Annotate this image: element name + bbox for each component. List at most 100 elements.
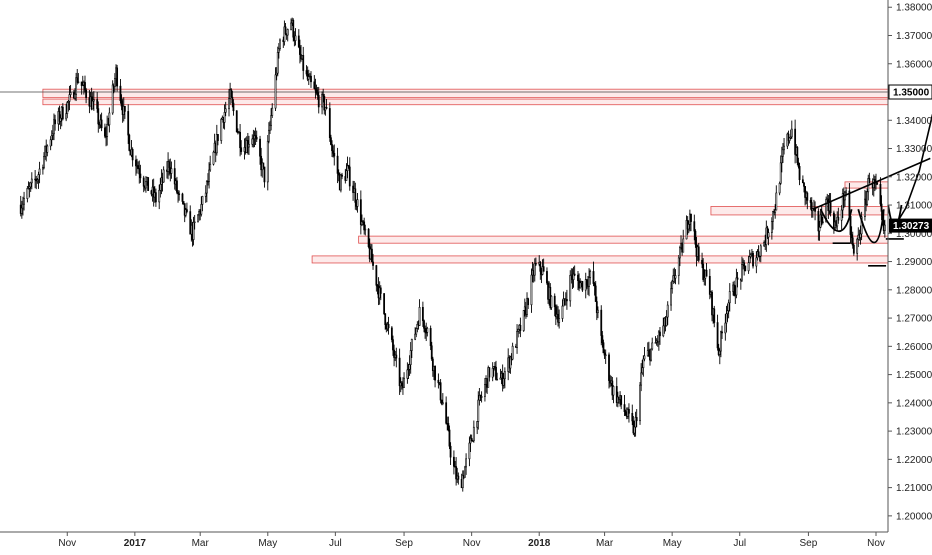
candle [477,391,480,430]
candle-body [406,369,409,379]
candle [159,178,162,198]
candle-body [682,238,685,253]
candle-body [131,149,134,161]
candle [372,253,374,270]
candle-body [825,198,828,223]
candle-body [217,134,219,141]
candle-body [41,167,44,170]
candle-body [845,190,847,194]
candle [116,64,119,92]
candle [554,304,557,326]
candle-body [347,165,350,168]
current-price-badge [889,218,932,233]
candle [108,107,111,133]
candle [49,136,52,151]
candle-body [542,266,545,272]
candle [441,393,444,406]
candle-body [314,88,317,91]
candle-body [108,112,111,126]
candle [772,210,774,230]
candle [526,292,528,318]
candle [677,255,680,285]
candle [425,322,428,342]
candle [491,362,494,382]
x-tick-label: Mar [596,538,614,549]
level-price-badge [888,84,932,100]
candle-body [416,324,419,329]
candle [743,260,746,276]
candle [803,182,805,193]
candle-body [448,429,451,447]
candle-body [703,277,706,280]
candle [400,381,403,390]
candle [305,65,308,77]
zone-rect [311,255,889,264]
candle [841,188,844,219]
candle [449,442,452,465]
candle-body [302,55,305,71]
candle-body [519,324,522,331]
candle [578,273,580,292]
candle [501,364,504,392]
candle [770,217,773,240]
candle [470,434,473,442]
candle [259,135,261,165]
candle-body [868,178,871,184]
candle [733,280,736,297]
candle [254,127,257,145]
candle-body [58,111,61,122]
x-tick-label: Nov [867,538,885,549]
candle [38,161,41,184]
candle-body [145,181,147,189]
candle [593,282,596,296]
candle [284,22,287,36]
candle-body [642,358,645,369]
candle [275,67,278,81]
candle-body [441,402,444,404]
candle [493,362,496,371]
candle [758,255,761,262]
candle [65,103,68,122]
y-tick-label: 1.21000 [896,483,932,494]
candle [356,192,359,213]
candle [431,356,434,377]
candle-body [472,426,475,442]
candle-body [594,285,597,302]
x-tick-label: Nov [58,538,76,549]
candle-body [220,118,223,141]
candle-body [579,282,582,289]
candle-body [770,220,773,233]
candle [608,352,610,389]
candle [23,191,25,211]
candle [414,327,417,341]
candle-body [774,209,777,213]
candle [703,269,706,286]
candle-body [423,320,425,329]
candle-body [367,228,370,248]
candle [120,94,123,111]
candle-body [851,237,854,246]
candle [767,228,770,246]
candle-body [809,200,812,203]
candle [711,290,713,322]
candle [752,251,754,269]
candle [437,373,440,389]
candle-body [550,295,553,308]
candle [260,147,263,177]
candle [672,268,675,285]
candle [328,102,331,142]
candle-body [224,108,227,113]
candle [454,461,456,468]
candle [220,117,223,144]
candle [603,349,606,359]
candle [533,258,536,282]
candle [631,404,634,426]
candle [728,283,731,312]
candle [759,244,762,263]
level-price-label: 1.35000 [893,88,930,99]
candle-body [425,331,428,334]
candle [390,326,393,343]
candle [30,172,33,190]
candle-body [177,192,179,195]
